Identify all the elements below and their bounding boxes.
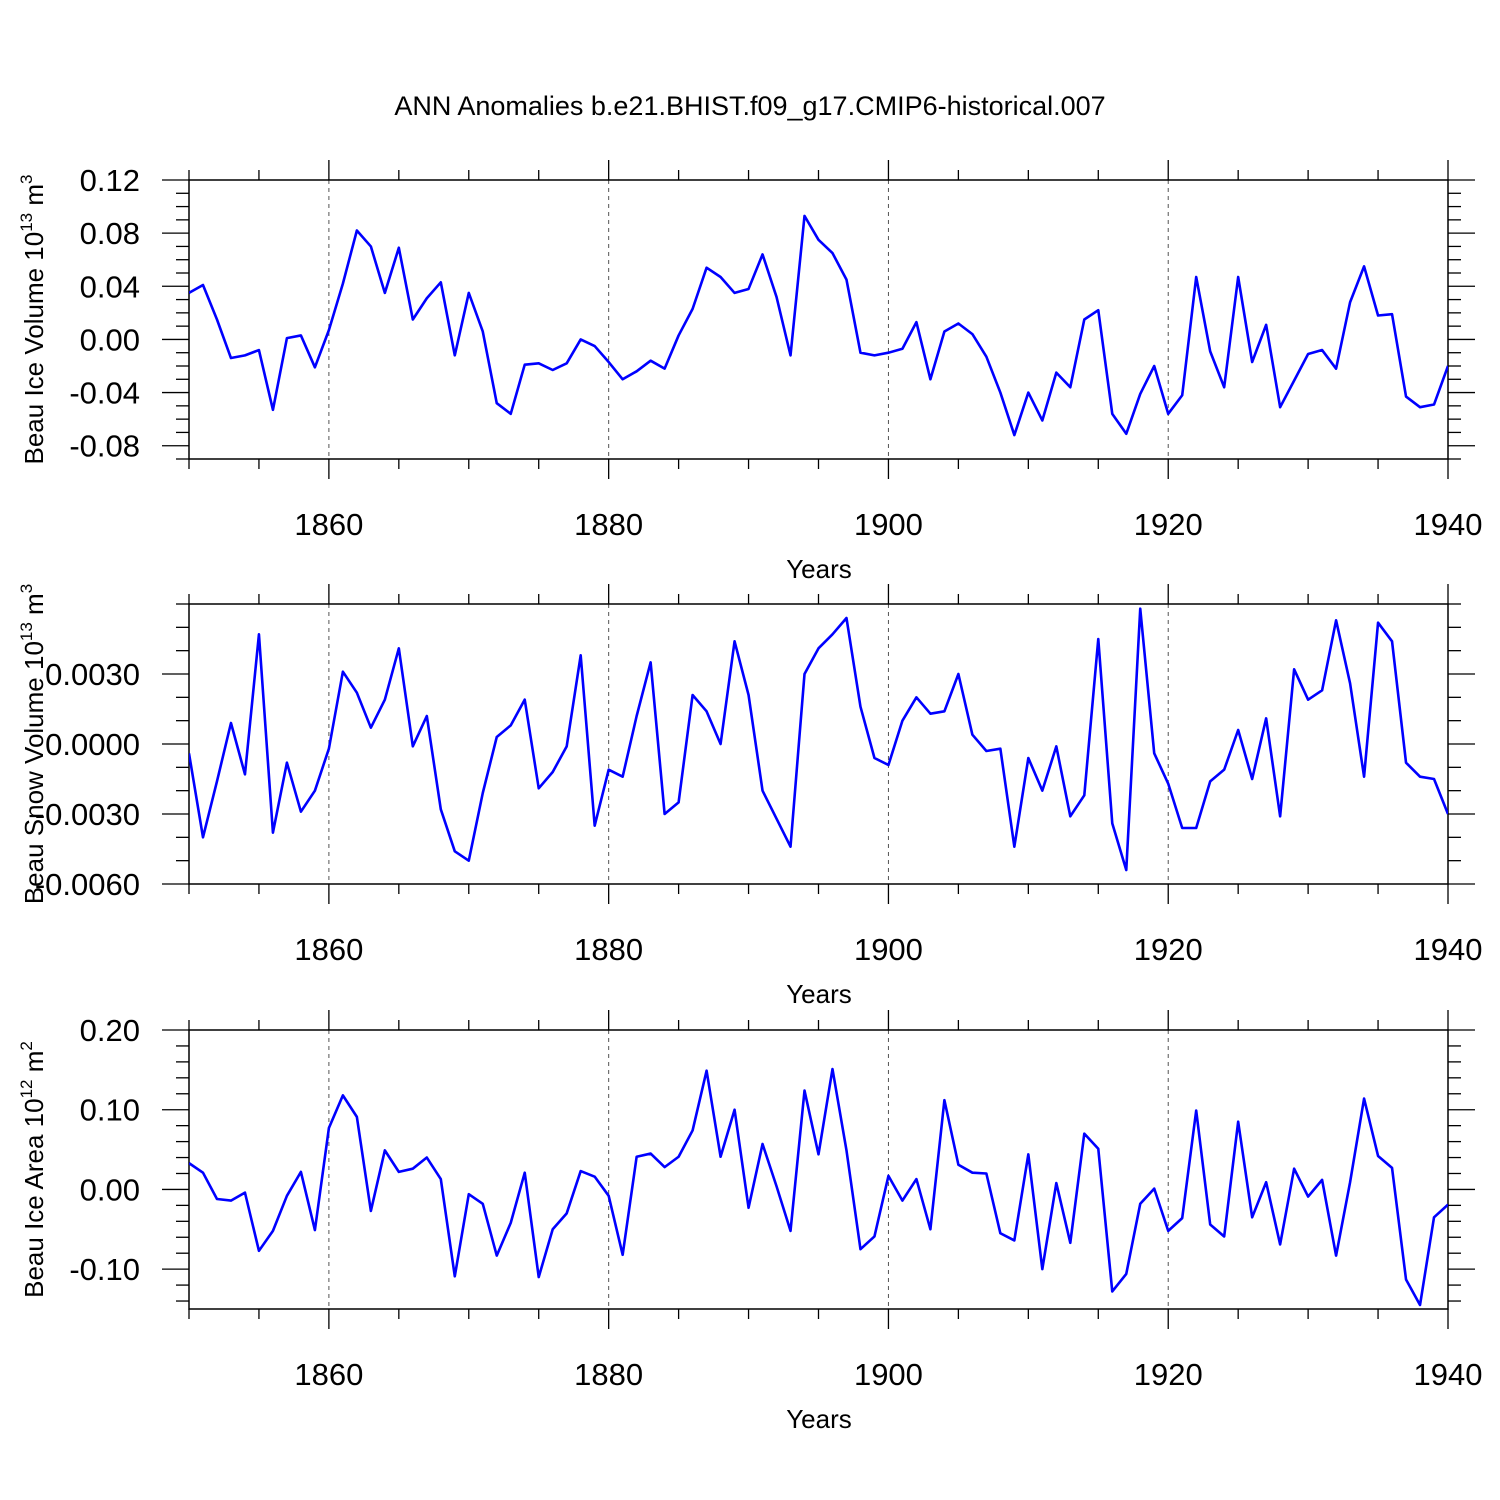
y-tick-label: 0.12 <box>80 163 140 198</box>
y-tick-label: 0.08 <box>80 216 140 251</box>
x-tick-label: 1900 <box>854 507 923 542</box>
x-axis-title: Years <box>786 1404 852 1434</box>
x-tick-label: 1940 <box>1414 1357 1483 1392</box>
y-axis-title: Beau Ice Volume 1013 m3 <box>17 175 49 465</box>
y-axis-title: Beau Snow Volume 1013 m3 <box>17 584 49 904</box>
panels: -0.08 -0.04 0.00 0.04 0.08 0.12 1860 1880 1900 19… <box>17 160 1482 1434</box>
y-tick-label: -0.0030 <box>35 797 140 832</box>
y-tick-label: -0.04 <box>69 376 140 411</box>
x-tick-label: 1940 <box>1414 932 1483 967</box>
plot-frame <box>188 179 1449 460</box>
x-tick-label: 1920 <box>1134 1357 1203 1392</box>
series-line-ice-volume <box>189 214 1448 437</box>
y-tick-label: -0.08 <box>69 429 140 464</box>
panel-snow-volume: -0.0060 -0.0030 0.0000 0.0030 1860 1880 1900 19… <box>17 584 1482 1009</box>
x-axis-title: Years <box>786 554 852 584</box>
y-tick-label: 0.04 <box>80 269 140 304</box>
x-tick-label: 1900 <box>854 932 923 967</box>
y-tick-label: 0.00 <box>80 322 140 357</box>
y-tick-label: 0.20 <box>80 1013 140 1048</box>
y-axis-title: Beau Ice Area 1012 m2 <box>17 1041 49 1298</box>
series-line-snow-volume <box>189 607 1448 872</box>
x-tick-label: 1860 <box>294 507 363 542</box>
y-tick-label: 0.0030 <box>45 657 140 692</box>
y-tick-label: 0.00 <box>80 1172 140 1207</box>
x-axis-title: Years <box>786 979 852 1009</box>
x-tick-label: 1860 <box>294 932 363 967</box>
x-tick-label: 1920 <box>1134 507 1203 542</box>
y-tick-label: -0.10 <box>69 1252 140 1287</box>
series-line-ice-area <box>189 1067 1448 1307</box>
x-tick-label: 1940 <box>1414 507 1483 542</box>
panel-ice-volume: -0.08 -0.04 0.00 0.04 0.08 0.12 1860 1880 1900 19… <box>17 160 1482 584</box>
x-tick-label: 1860 <box>294 1357 363 1392</box>
y-tick-label: 0.0000 <box>45 727 140 762</box>
x-tick-label: 1880 <box>574 1357 643 1392</box>
figure-title: ANN Anomalies b.e21.BHIST.f09_g17.CMIP6-… <box>394 91 1105 121</box>
plot-frame <box>188 1029 1449 1310</box>
x-tick-label: 1880 <box>574 507 643 542</box>
y-tick-label: -0.0060 <box>35 867 140 902</box>
panel-ice-area: -0.10 0.00 0.10 0.20 1860 1880 1900 1920 1940 Yea… <box>17 1010 1482 1434</box>
y-tick-label: 0.10 <box>80 1093 140 1128</box>
x-tick-label: 1920 <box>1134 932 1203 967</box>
x-tick-label: 1900 <box>854 1357 923 1392</box>
x-tick-label: 1880 <box>574 932 643 967</box>
